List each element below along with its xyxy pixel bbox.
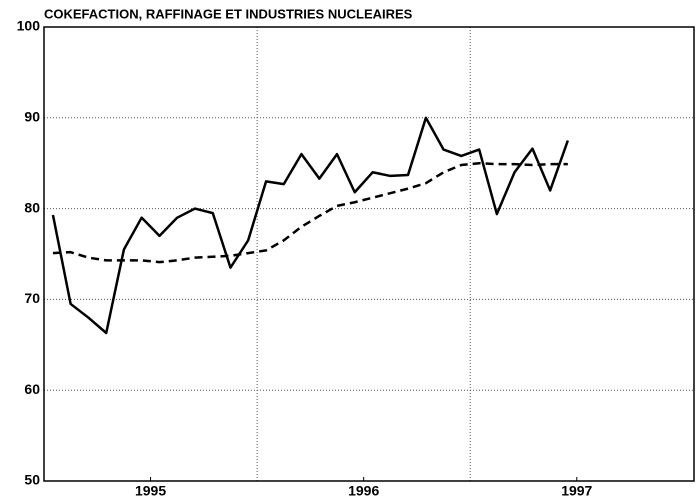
x-tick-label: 1995 xyxy=(135,483,166,499)
y-tick-label: 70 xyxy=(24,290,40,306)
y-tick-label: 60 xyxy=(24,381,40,397)
x-tick-label: 1997 xyxy=(561,483,592,499)
plot-frame xyxy=(43,26,695,482)
y-tick-label: 90 xyxy=(24,109,40,125)
series-line xyxy=(52,161,568,264)
series-line xyxy=(51,116,570,335)
y-tick-label: 50 xyxy=(24,472,40,488)
y-tick-label: 100 xyxy=(17,18,41,34)
chart-title: COKEFACTION, RAFFINAGE ET INDUSTRIES NUC… xyxy=(44,6,413,21)
x-tick-label: 1996 xyxy=(348,483,379,499)
y-tick-label: 80 xyxy=(24,199,40,215)
